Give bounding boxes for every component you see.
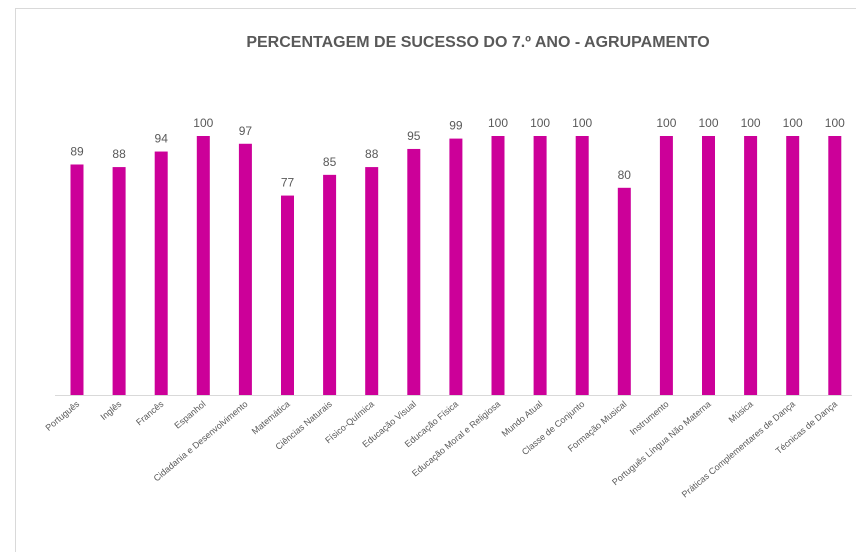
x-tick-label: Espanhol <box>172 399 207 431</box>
chart-title: PERCENTAGEM DE SUCESSO DO 7.º ANO - AGRU… <box>246 34 709 51</box>
bar <box>702 136 715 395</box>
bar <box>112 167 126 395</box>
bar <box>659 136 673 395</box>
value-label: 97 <box>239 124 253 138</box>
value-label: 88 <box>365 147 379 161</box>
bar <box>154 151 168 395</box>
bar <box>238 143 252 395</box>
x-tick-label: Música <box>727 399 755 425</box>
x-tick-label: Educação Moral e Religiosa <box>410 399 502 479</box>
bar <box>196 136 210 395</box>
bar <box>786 136 800 395</box>
value-label: 95 <box>407 129 421 143</box>
x-tick-label: Matemática <box>250 399 292 437</box>
bar <box>533 136 547 395</box>
value-label: 100 <box>783 116 803 130</box>
bar <box>365 167 379 395</box>
x-tick-label: Francês <box>134 399 166 428</box>
value-label: 100 <box>698 116 718 130</box>
x-tick-label: Inglês <box>99 399 124 422</box>
value-label: 100 <box>741 116 761 130</box>
value-label: 88 <box>112 147 126 161</box>
value-label: 85 <box>323 155 337 169</box>
x-tick-label: Mundo Atual <box>500 399 545 439</box>
value-label: 100 <box>488 116 508 130</box>
bar <box>575 136 589 395</box>
bar <box>70 164 84 395</box>
value-label: 100 <box>656 116 676 130</box>
bar <box>407 148 421 395</box>
bar <box>828 136 842 395</box>
bar <box>491 136 505 395</box>
x-tick-label: Instrumento <box>628 399 671 437</box>
bar <box>449 138 463 395</box>
value-label: 80 <box>618 168 632 182</box>
bar <box>744 136 758 395</box>
chart-frame <box>15 8 856 552</box>
value-label: 94 <box>155 132 169 146</box>
value-label: 99 <box>449 119 463 133</box>
x-tick-label: Português <box>43 399 81 433</box>
value-label: 89 <box>70 144 84 158</box>
bar <box>281 195 294 395</box>
value-label: 100 <box>572 116 592 130</box>
value-label: 100 <box>825 116 845 130</box>
bar <box>323 174 337 395</box>
value-label: 77 <box>281 176 295 190</box>
value-label: 100 <box>530 116 550 130</box>
value-label: 100 <box>193 116 213 130</box>
bar <box>617 187 631 395</box>
